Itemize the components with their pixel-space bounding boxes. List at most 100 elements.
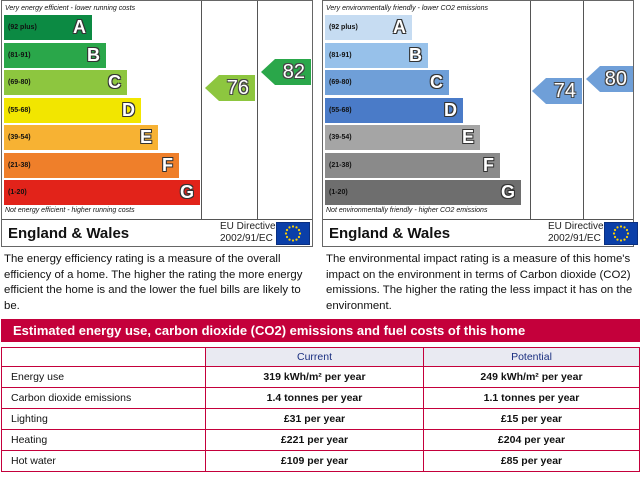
band-range: (55-68) <box>329 106 352 114</box>
energy-directive-label: EU Directive 2002/91/EC <box>220 221 276 245</box>
row-potential: £204 per year <box>423 429 640 451</box>
eu-flag-icon <box>604 222 638 245</box>
band-letter: G <box>179 182 194 202</box>
environment-region-label: England & Wales <box>329 225 451 242</box>
column-divider <box>583 1 584 219</box>
eu-flag-icon <box>276 222 310 245</box>
directive-line-1: EU Directive <box>220 221 276 232</box>
band-letter: D <box>122 99 135 120</box>
row-potential: 1.1 tonnes per year <box>423 387 640 409</box>
rating-band-b: (81-91) B <box>4 42 106 68</box>
band-range: (21-38) <box>8 161 31 169</box>
band-letter: E <box>139 127 152 147</box>
rating-band-f: (21-38) F <box>4 152 179 178</box>
table-row: Hot water £109 per year £85 per year <box>1 450 640 472</box>
directive-line-2: 2002/91/EC <box>220 233 273 244</box>
energy-potential-arrow: 82 <box>261 59 311 85</box>
estimates-banner: Estimated energy use, carbon dioxide (CO… <box>1 319 640 342</box>
row-current: 319 kWh/m² per year <box>205 366 424 388</box>
energy-top-caption: Very energy efficient - lower running co… <box>5 5 136 12</box>
table-row: Carbon dioxide emissions 1.4 tonnes per … <box>1 387 640 409</box>
row-potential: £15 per year <box>423 408 640 430</box>
table-row: Heating £221 per year £204 per year <box>1 429 640 451</box>
row-current: 1.4 tonnes per year <box>205 387 424 409</box>
band-letter: B <box>87 44 100 65</box>
band-letter: A <box>393 17 406 37</box>
rating-band-g: (1-20) G <box>4 180 200 205</box>
column-divider <box>201 1 202 219</box>
band-range: (92 plus) <box>8 24 37 31</box>
environment-potential-rating: 80 <box>604 67 627 90</box>
row-current: £31 per year <box>205 408 424 430</box>
energy-bands: (92 plus) A (81-91) B (69-80) C (55-68) D (39-54… <box>2 1 202 219</box>
rating-band-d: (55-68) D <box>4 97 141 123</box>
environment-current-arrow: 74 <box>532 78 582 104</box>
row-label: Energy use <box>1 366 206 388</box>
rating-band-a: (92 plus) A <box>325 15 412 40</box>
row-label: Carbon dioxide emissions <box>1 387 206 409</box>
energy-potential-rating: 82 <box>282 60 305 83</box>
footer-divider <box>2 219 312 220</box>
band-letter: G <box>500 182 515 202</box>
band-range: (1-20) <box>8 189 27 196</box>
rating-band-d: (55-68) D <box>325 97 463 123</box>
rating-band-a: (92 plus) A <box>4 15 92 40</box>
rating-band-g: (1-20) G <box>325 180 521 205</box>
band-range: (39-54) <box>8 134 31 141</box>
row-potential: 249 kWh/m² per year <box>423 366 640 388</box>
energy-description: The energy efficiency rating is a measur… <box>4 253 303 312</box>
band-letter: C <box>430 72 443 92</box>
band-range: (1-20) <box>329 189 348 196</box>
table-header-empty <box>1 347 206 367</box>
table-header-potential: Potential <box>423 347 640 367</box>
band-letter: D <box>444 99 457 120</box>
directive-line-2: 2002/91/EC <box>548 233 601 244</box>
rating-band-c: (69-80) C <box>4 70 127 95</box>
band-letter: A <box>73 17 86 37</box>
band-letter: B <box>409 44 422 65</box>
band-range: (39-54) <box>329 134 352 141</box>
energy-current-rating: 76 <box>226 76 249 99</box>
energy-current-arrow: 76 <box>205 75 255 101</box>
row-current: £109 per year <box>205 450 424 472</box>
environment-bands: (92 plus) A (81-91) B (69-80) C (55-68) D (39-54… <box>323 1 523 219</box>
table-header-row: Current Potential <box>1 347 640 367</box>
band-letter: C <box>108 72 121 92</box>
environment-current-rating: 74 <box>553 79 576 102</box>
rating-band-c: (69-80) C <box>325 70 449 95</box>
band-range: (81-91) <box>8 51 31 59</box>
column-divider <box>530 1 531 219</box>
rating-band-e: (39-54) E <box>325 125 480 150</box>
band-letter: F <box>162 154 173 175</box>
band-letter: E <box>461 127 474 147</box>
band-range: (21-38) <box>329 161 352 169</box>
rating-band-b: (81-91) B <box>325 42 428 68</box>
band-range: (55-68) <box>8 106 31 114</box>
energy-region-label: England & Wales <box>8 225 130 242</box>
table-header-current: Current <box>205 347 424 367</box>
row-label: Hot water <box>1 450 206 472</box>
band-range: (69-80) <box>8 79 31 86</box>
band-letter: F <box>483 154 494 175</box>
environment-bottom-caption: Not environmentally friendly - higher CO… <box>326 207 488 214</box>
table-row: Lighting £31 per year £15 per year <box>1 408 640 430</box>
row-label: Lighting <box>1 408 206 430</box>
row-label: Heating <box>1 429 206 451</box>
directive-line-1: EU Directive <box>548 221 604 232</box>
environment-top-caption: Very environmentally friendly - lower CO… <box>326 5 488 12</box>
cost-table: Current Potential Energy use 319 kWh/m² … <box>1 347 640 472</box>
energy-efficiency-chart: Very energy efficient - lower running co… <box>1 0 313 247</box>
rating-band-f: (21-38) F <box>325 152 500 178</box>
environment-potential-arrow: 80 <box>586 66 633 92</box>
row-potential: £85 per year <box>423 450 640 472</box>
rating-band-e: (39-54) E <box>4 125 158 150</box>
row-current: £221 per year <box>205 429 424 451</box>
band-range: (81-91) <box>329 51 352 59</box>
footer-divider <box>323 219 633 220</box>
column-divider <box>257 1 258 219</box>
table-row: Energy use 319 kWh/m² per year 249 kWh/m… <box>1 366 640 388</box>
band-range: (69-80) <box>329 79 352 86</box>
energy-bottom-caption: Not energy efficient - higher running co… <box>5 207 135 214</box>
environment-directive-label: EU Directive 2002/91/EC <box>548 221 604 245</box>
environment-description: The environmental impact rating is a mea… <box>326 253 633 312</box>
